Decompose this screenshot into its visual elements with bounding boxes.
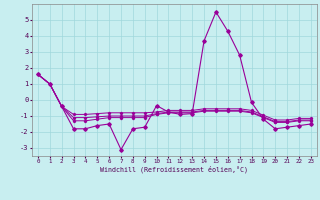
X-axis label: Windchill (Refroidissement éolien,°C): Windchill (Refroidissement éolien,°C) xyxy=(100,166,248,173)
